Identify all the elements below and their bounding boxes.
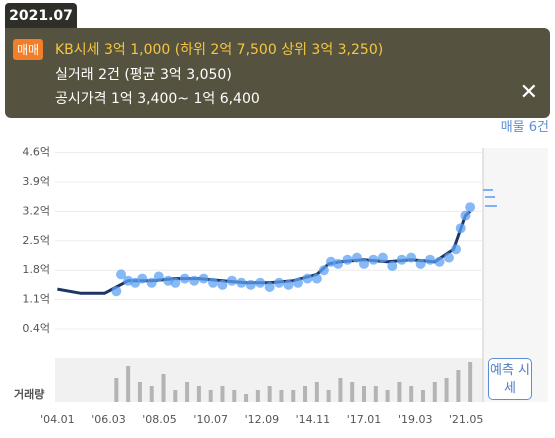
volume-bar	[173, 390, 178, 402]
trade-info: 실거래 2건 (평균 3억 3,050)	[55, 67, 232, 83]
forecast-button[interactable]: 예측 시세	[488, 358, 532, 400]
y-tick-label: 1.1억	[22, 293, 50, 306]
volume-bar	[468, 362, 473, 402]
volume-bar	[149, 386, 154, 402]
trade-point	[377, 252, 388, 263]
y-tick-label: 1.8억	[22, 263, 50, 276]
y-tick-label: 4.6억	[22, 146, 50, 159]
trade-point	[208, 277, 219, 288]
trade-point	[217, 279, 228, 290]
kb-price: KB시세 3억 1,000 (하위 2억 7,500 상위 3억 3,250)	[55, 42, 384, 58]
trade-point	[170, 277, 181, 288]
volume-bar	[326, 390, 331, 402]
trade-point	[255, 277, 266, 288]
trade-point	[434, 256, 445, 267]
volume-bar	[244, 394, 249, 402]
volume-bar	[267, 386, 272, 402]
trade-point	[283, 279, 294, 290]
volume-bar	[397, 382, 402, 402]
trade-point	[116, 269, 127, 280]
y-tick-label: 0.4억	[22, 322, 50, 335]
trade-point	[368, 254, 379, 265]
volume-bar	[291, 390, 296, 402]
volume-bar	[338, 378, 343, 402]
volume-bar	[432, 382, 437, 402]
volume-bar	[126, 366, 131, 402]
trade-point	[137, 273, 148, 284]
y-tick-label: 3.2억	[22, 204, 50, 217]
listing-link[interactable]: 매물 6건	[500, 120, 549, 135]
trade-point	[342, 254, 353, 265]
trade-point	[451, 244, 462, 255]
trade-point	[292, 277, 303, 288]
trade-point	[318, 265, 329, 276]
trade-badge: 매매	[13, 39, 44, 60]
trade-point	[406, 252, 417, 263]
x-tick-label: '08.05	[142, 413, 177, 426]
tooltip-date: 2021.07	[5, 3, 77, 29]
volume-bar	[409, 386, 414, 402]
trade-point	[111, 286, 122, 297]
trade-point	[189, 275, 200, 286]
volume-label: 거래량	[14, 387, 44, 401]
trade-point	[387, 261, 398, 271]
volume-bar	[385, 390, 390, 402]
forecast-marks	[483, 189, 497, 207]
volume-bar	[314, 382, 319, 402]
trade-point	[198, 273, 209, 284]
trade-point	[415, 258, 426, 269]
x-tick-label: '06.03	[91, 413, 126, 426]
tooltip: 매매 KB시세 3억 1,000 (하위 2억 7,500 상위 3억 3,25…	[5, 28, 550, 118]
trade-point	[460, 210, 471, 221]
volume-bar	[232, 390, 237, 402]
trade-point	[245, 279, 256, 290]
close-button[interactable]: ✕	[519, 80, 538, 105]
volume-bar	[161, 374, 166, 402]
volume-bar	[255, 390, 260, 402]
trade-point	[443, 252, 454, 263]
volume-bar	[362, 386, 367, 402]
x-tick-label: '10.07	[193, 413, 228, 426]
y-tick-label: 2.5억	[22, 234, 50, 247]
official-price: 공시가격 1억 3,400~ 1억 6,400	[55, 91, 260, 107]
x-tick-label: '17.01	[347, 413, 382, 426]
volume-bar	[196, 386, 201, 402]
trade-point	[153, 271, 164, 282]
volume-bar	[114, 378, 119, 402]
trade-point	[264, 282, 275, 292]
volume-bar	[137, 382, 142, 402]
trade-point	[465, 202, 476, 213]
trade-point	[274, 277, 285, 288]
trade-point	[146, 277, 157, 288]
trade-point	[302, 273, 313, 284]
volume-bar	[420, 390, 425, 402]
trade-point	[351, 252, 362, 263]
volume-bar	[220, 386, 225, 402]
trade-point	[226, 275, 237, 286]
trade-point	[396, 254, 407, 265]
trade-point	[455, 223, 466, 234]
trade-point	[311, 273, 322, 284]
volume-bar	[456, 370, 461, 402]
trade-point	[179, 273, 190, 284]
volume-bar	[208, 390, 213, 402]
x-tick-label: '04.01	[40, 413, 75, 426]
volume-bar	[279, 390, 284, 402]
volume-bar	[350, 382, 355, 402]
trade-point	[425, 254, 436, 265]
y-tick-label: 3.9억	[22, 175, 50, 188]
trade-point	[236, 277, 247, 288]
trade-point	[359, 258, 370, 269]
x-tick-label: '21.05	[449, 413, 484, 426]
x-tick-label: '19.03	[398, 413, 433, 426]
volume-bar	[185, 382, 190, 402]
volume-bar	[303, 386, 308, 402]
trade-point	[333, 258, 344, 269]
x-tick-label: '12.09	[245, 413, 280, 426]
volume-bar	[373, 386, 378, 402]
volume-bar	[444, 378, 449, 402]
x-tick-label: '14.11	[296, 413, 331, 426]
